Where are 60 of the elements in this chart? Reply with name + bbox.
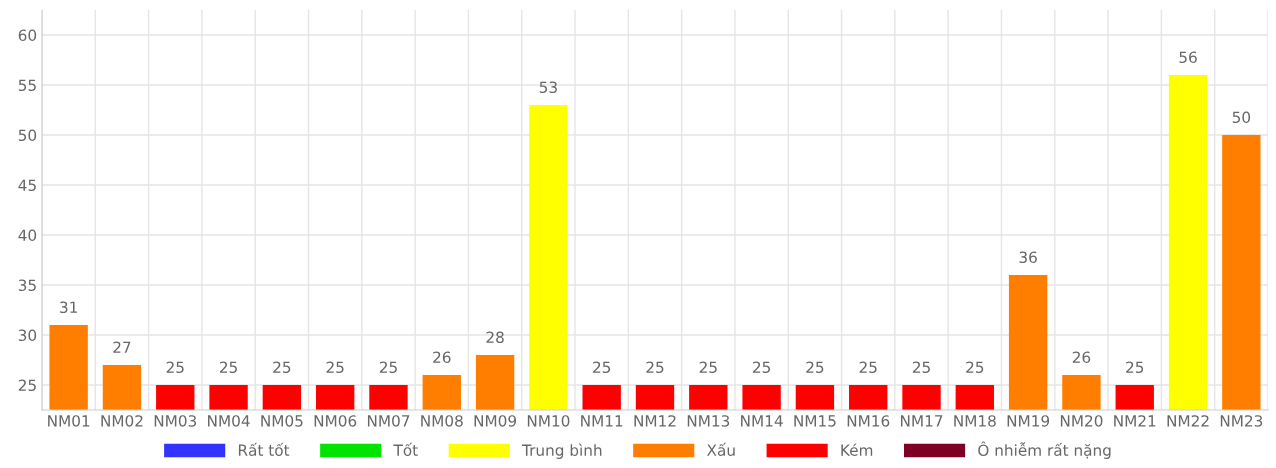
x-tick-label: NM15 bbox=[794, 415, 836, 427]
data-label: 27 bbox=[113, 341, 131, 353]
legend-label: Trung bình bbox=[522, 443, 602, 459]
legend-label: Ô nhiễm rất nặng bbox=[978, 441, 1111, 459]
data-label: 36 bbox=[1019, 251, 1037, 264]
data-label: 25 bbox=[966, 361, 984, 374]
data-label: 25 bbox=[912, 361, 930, 374]
data-label: 25 bbox=[273, 361, 291, 374]
x-tick-label: NM22 bbox=[1167, 415, 1209, 427]
x-tick-label: NM03 bbox=[154, 415, 197, 427]
x-tick-label: NM06 bbox=[314, 415, 357, 427]
x-tick-label: NM11 bbox=[581, 415, 623, 427]
y-tick-label: 50 bbox=[18, 129, 37, 142]
y-tick-label: 60 bbox=[18, 29, 37, 42]
x-tick-label: NM21 bbox=[1114, 415, 1156, 427]
x-tick-label: NM18 bbox=[954, 415, 996, 427]
y-tick-label: 45 bbox=[18, 179, 36, 192]
x-tick-label: NM20 bbox=[1060, 415, 1103, 427]
data-label: 25 bbox=[859, 361, 877, 374]
x-tick-label: NM14 bbox=[741, 415, 783, 427]
x-tick-label: NM17 bbox=[900, 415, 943, 427]
data-label: 31 bbox=[60, 301, 77, 314]
data-label: 28 bbox=[486, 331, 504, 344]
data-label: 25 bbox=[646, 361, 664, 374]
x-tick-label: NM01 bbox=[48, 415, 90, 427]
data-label: 25 bbox=[326, 361, 344, 374]
x-tick-label: NM13 bbox=[687, 415, 730, 427]
y-tick-label: 30 bbox=[18, 329, 37, 342]
data-label: 25 bbox=[593, 361, 611, 374]
legend-label: Rất tốt bbox=[238, 442, 290, 456]
legend-label: Tốt bbox=[393, 442, 418, 456]
x-tick-label: NM12 bbox=[634, 415, 676, 427]
data-label: 26 bbox=[433, 351, 451, 364]
y-tick-label: 40 bbox=[18, 229, 37, 242]
data-label: 53 bbox=[539, 81, 557, 94]
x-tick-label: NM19 bbox=[1007, 415, 1050, 427]
x-tick-label: NM08 bbox=[421, 415, 463, 427]
y-tick-label: 35 bbox=[18, 279, 36, 292]
data-label: 25 bbox=[166, 361, 184, 374]
legend-label: Kém bbox=[841, 443, 873, 456]
x-tick-label: NM05 bbox=[261, 415, 303, 427]
data-label: 25 bbox=[1126, 361, 1144, 374]
data-label: 26 bbox=[1072, 351, 1091, 364]
x-tick-label: NM23 bbox=[1220, 415, 1263, 427]
data-label: 50 bbox=[1232, 111, 1251, 124]
data-label: 25 bbox=[699, 361, 717, 374]
x-tick-label: NM10 bbox=[527, 415, 570, 427]
data-label: 56 bbox=[1179, 51, 1197, 64]
data-label: 25 bbox=[379, 361, 397, 374]
x-tick-label: NM16 bbox=[847, 415, 890, 427]
y-tick-label: 25 bbox=[18, 379, 36, 392]
x-tick-label: NM02 bbox=[101, 415, 143, 427]
legend-label: Xấu bbox=[706, 442, 735, 456]
data-label: 25 bbox=[806, 361, 824, 374]
data-label: 25 bbox=[753, 361, 770, 374]
y-tick-label: 55 bbox=[18, 79, 36, 92]
x-tick-label: NM09 bbox=[474, 415, 517, 427]
x-tick-label: NM04 bbox=[208, 415, 250, 427]
data-label: 25 bbox=[219, 361, 237, 374]
x-tick-label: NM07 bbox=[367, 415, 410, 427]
